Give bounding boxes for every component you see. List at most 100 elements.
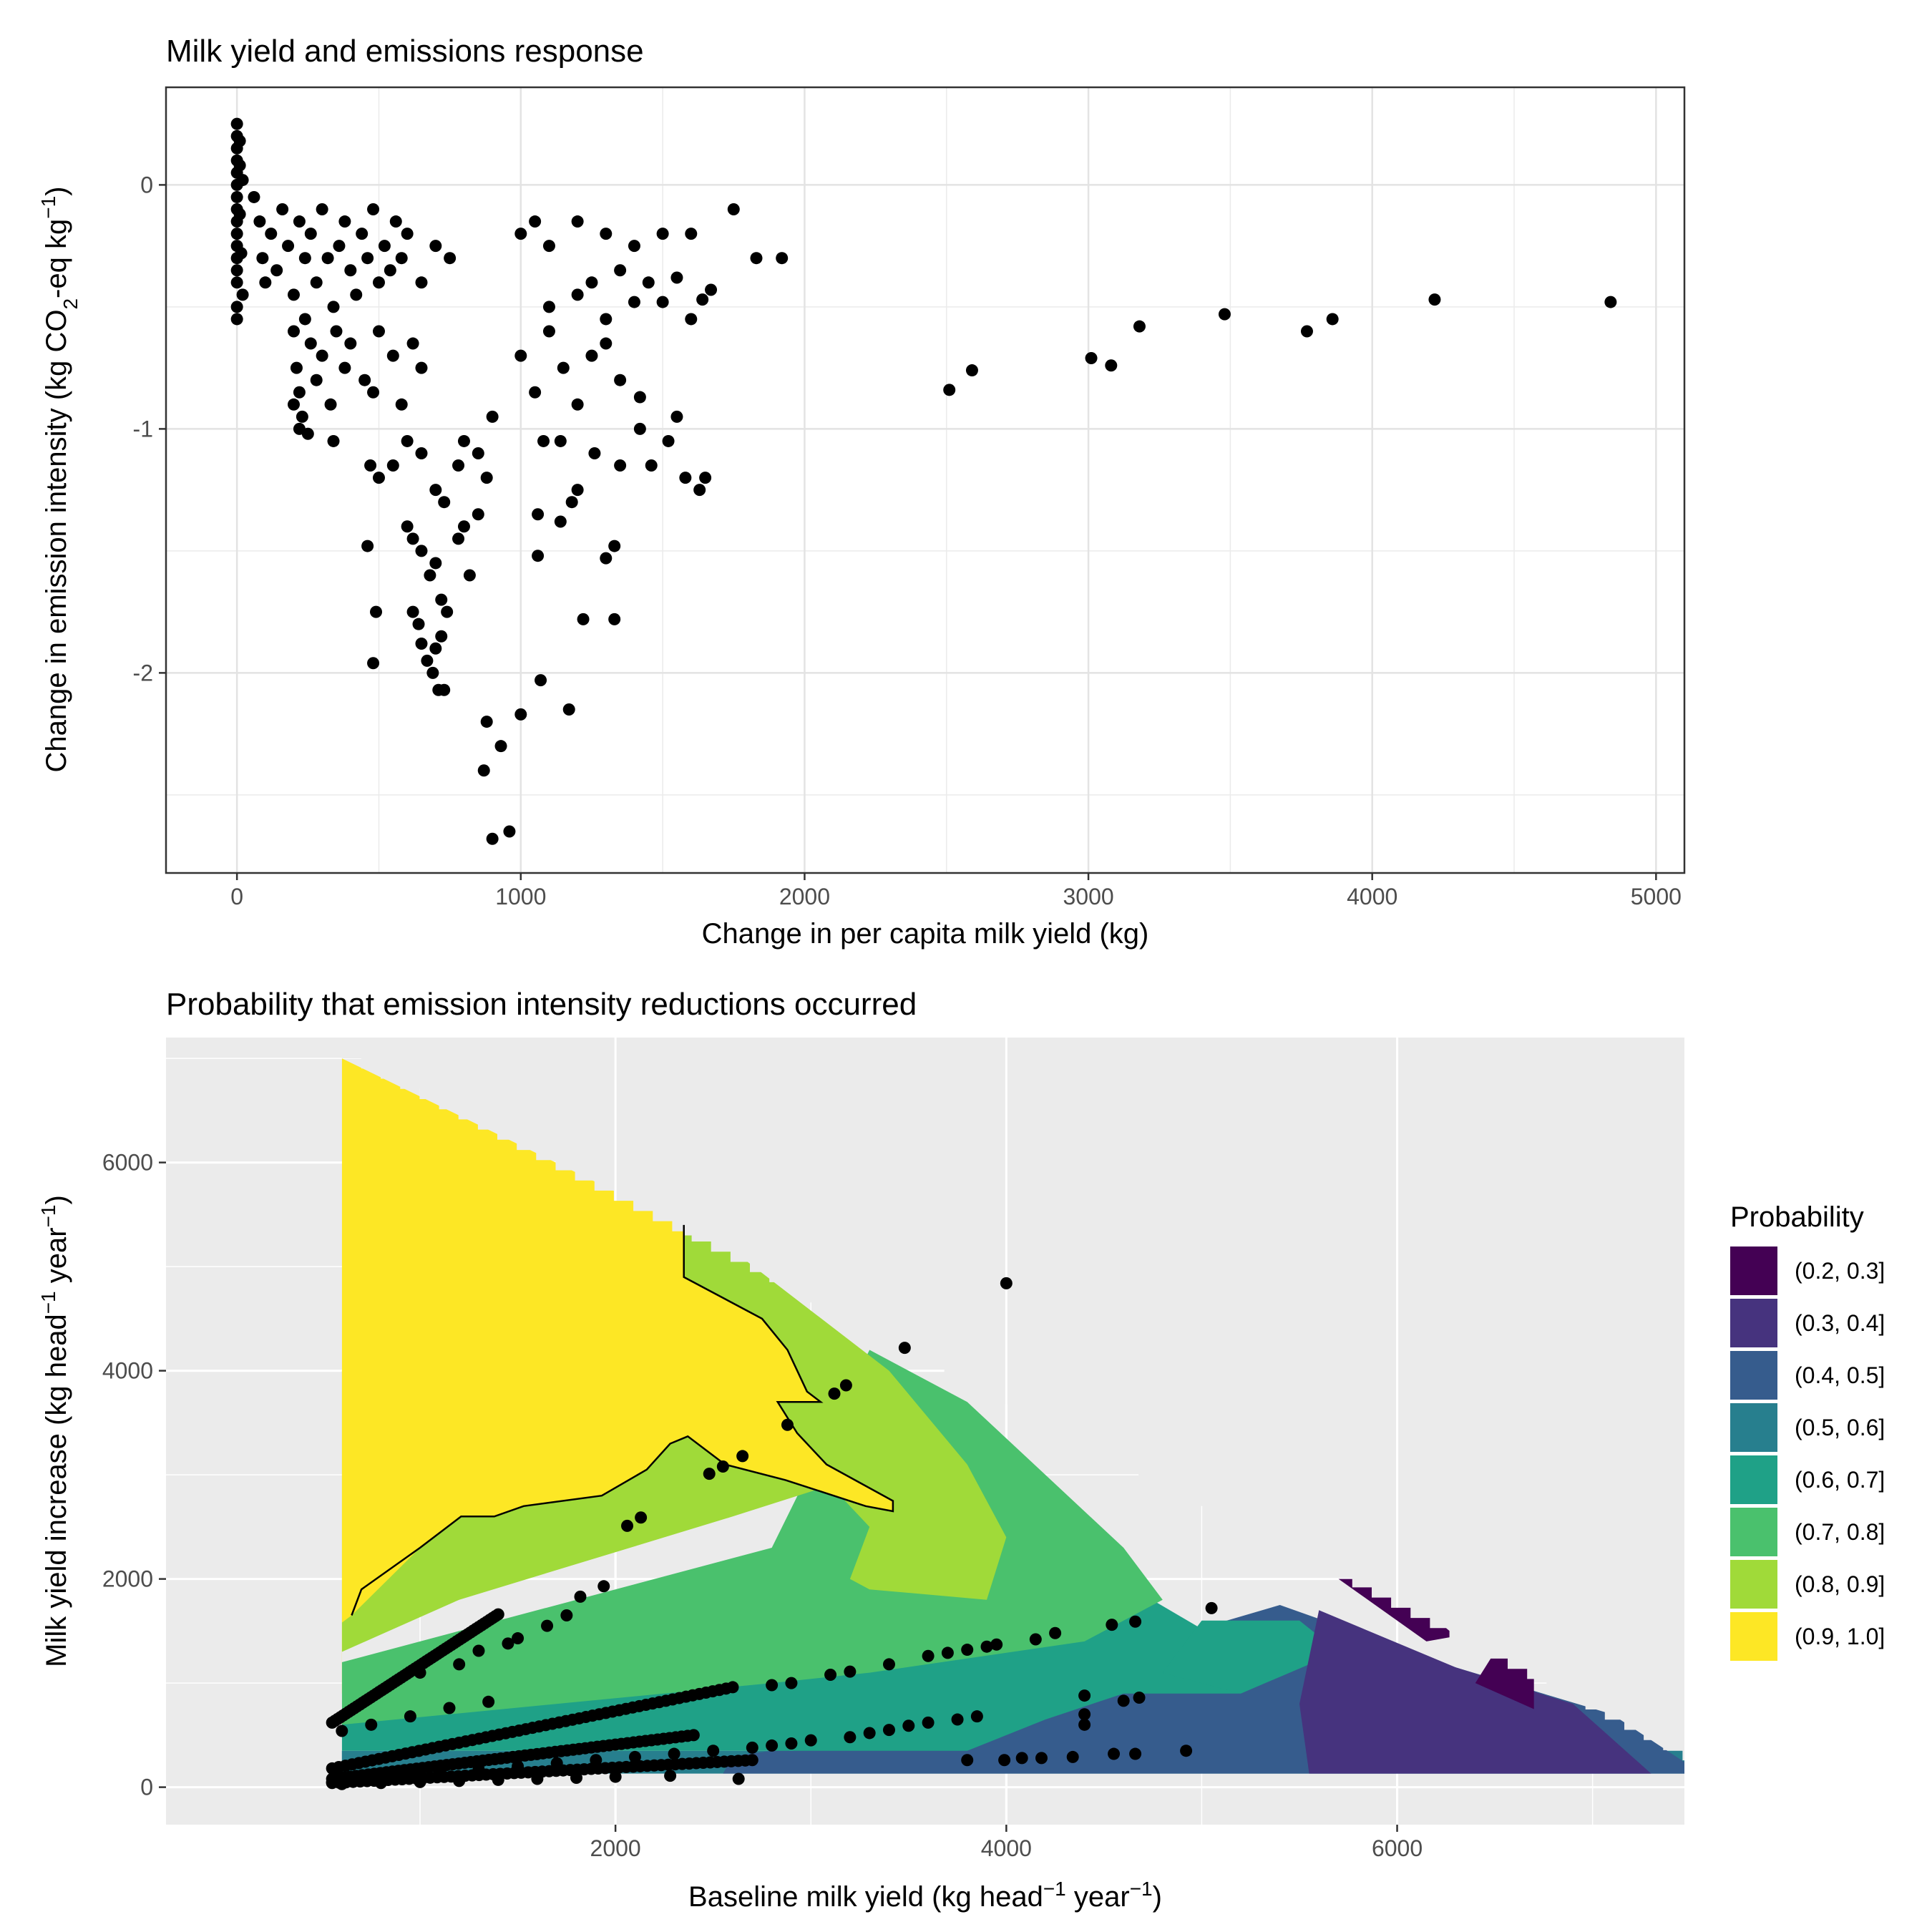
point xyxy=(512,1632,525,1645)
point xyxy=(839,1379,852,1392)
point xyxy=(1180,1745,1193,1757)
top-x-tick-label: 3000 xyxy=(1063,884,1113,909)
scatter-point xyxy=(435,630,448,643)
scatter-point xyxy=(457,434,470,447)
scatter-point xyxy=(696,293,709,306)
point xyxy=(726,1681,739,1694)
scatter-point xyxy=(361,540,374,552)
scatter-point xyxy=(670,271,683,284)
legend: Probability (0.2, 0.3] (0.3, 0.4] (0.4, 0.… xyxy=(1730,1201,1885,1661)
legend-swatch xyxy=(1730,1612,1777,1661)
scatter-point xyxy=(727,203,740,215)
scatter-point xyxy=(699,472,712,484)
scatter-point xyxy=(361,252,374,265)
point xyxy=(732,1772,745,1785)
scatter-point xyxy=(670,410,683,423)
scatter-point xyxy=(585,349,598,362)
scatter-point xyxy=(463,569,476,582)
point xyxy=(766,1679,779,1692)
scatter-point xyxy=(287,398,300,411)
scatter-point xyxy=(327,301,340,313)
point xyxy=(736,1450,749,1463)
legend-label: (0.2, 0.3] xyxy=(1795,1258,1885,1284)
scatter-point xyxy=(233,208,246,220)
scatter-point xyxy=(514,228,527,240)
scatter-point xyxy=(1604,296,1617,308)
scatter-point xyxy=(429,557,442,570)
scatter-point xyxy=(287,325,300,338)
scatter-point xyxy=(600,337,613,350)
point xyxy=(785,1737,798,1750)
point xyxy=(746,1741,758,1754)
probability-region xyxy=(1338,1579,1456,1641)
scatter-point xyxy=(395,398,408,411)
probability-region xyxy=(341,1058,893,1694)
point xyxy=(365,1718,378,1731)
scatter-point xyxy=(444,252,457,265)
scatter-point xyxy=(571,484,584,497)
scatter-point xyxy=(477,764,490,777)
scatter-point xyxy=(472,508,484,521)
scatter-point xyxy=(230,264,243,277)
legend-entries: (0.2, 0.3] (0.3, 0.4] (0.4, 0.5] (0.5, 0.6]… xyxy=(1730,1246,1885,1661)
top-y-axis-label: Change in emission intensity (kg CO2-eq … xyxy=(37,187,82,773)
scatter-point xyxy=(614,264,627,277)
top-y-tick-label: -2 xyxy=(133,660,153,686)
point xyxy=(433,1766,446,1779)
scatter-point xyxy=(565,496,578,509)
point xyxy=(882,1658,895,1671)
point xyxy=(828,1387,841,1400)
point xyxy=(980,1640,993,1653)
point xyxy=(336,1777,348,1790)
point xyxy=(414,1775,426,1788)
point xyxy=(1015,1752,1028,1765)
point xyxy=(1129,1615,1142,1628)
top-chart: Milk yield and emissions response 0 1000 2… xyxy=(37,34,1686,950)
top-x-tick-label: 5000 xyxy=(1631,884,1682,909)
point xyxy=(1066,1750,1079,1763)
point xyxy=(707,1745,720,1757)
point xyxy=(1035,1752,1048,1765)
point xyxy=(785,1677,798,1689)
scatter-point xyxy=(608,613,621,625)
scatter-point xyxy=(415,276,428,289)
scatter-point xyxy=(233,159,246,172)
bottom-y-tick-label: 2000 xyxy=(102,1566,153,1592)
point xyxy=(668,1747,680,1760)
scatter-point xyxy=(438,683,451,696)
point xyxy=(628,1750,641,1763)
scatter-point xyxy=(685,228,698,240)
scatter-point xyxy=(310,276,323,289)
point xyxy=(1106,1619,1118,1631)
scatter-point xyxy=(230,276,243,289)
legend-swatch xyxy=(1730,1455,1777,1504)
scatter-point xyxy=(585,276,598,289)
scatter-point xyxy=(514,708,527,721)
scatter-point xyxy=(537,434,550,447)
point xyxy=(687,1729,700,1742)
top-panel-border xyxy=(165,86,1686,874)
scatter-point xyxy=(1105,359,1118,372)
scatter-point xyxy=(642,276,655,289)
scatter-point xyxy=(452,532,465,545)
scatter-point xyxy=(287,288,300,301)
point xyxy=(1049,1626,1062,1639)
scatter-point xyxy=(628,296,640,308)
legend-label: (0.7, 0.8] xyxy=(1795,1519,1885,1545)
point xyxy=(1133,1691,1146,1704)
scatter-point xyxy=(557,361,570,374)
scatter-point xyxy=(370,605,383,618)
scatter-point xyxy=(693,484,706,497)
scatter-point xyxy=(344,337,357,350)
scatter-point xyxy=(600,313,613,326)
point xyxy=(355,1772,368,1785)
point xyxy=(781,1418,794,1431)
point xyxy=(824,1668,837,1681)
legend-label: (0.8, 0.9] xyxy=(1795,1571,1885,1597)
scatter-point xyxy=(577,613,590,625)
point xyxy=(766,1739,779,1752)
scatter-point xyxy=(514,349,527,362)
outside-region-mask xyxy=(341,1038,1684,1771)
scatter-point xyxy=(645,459,658,472)
